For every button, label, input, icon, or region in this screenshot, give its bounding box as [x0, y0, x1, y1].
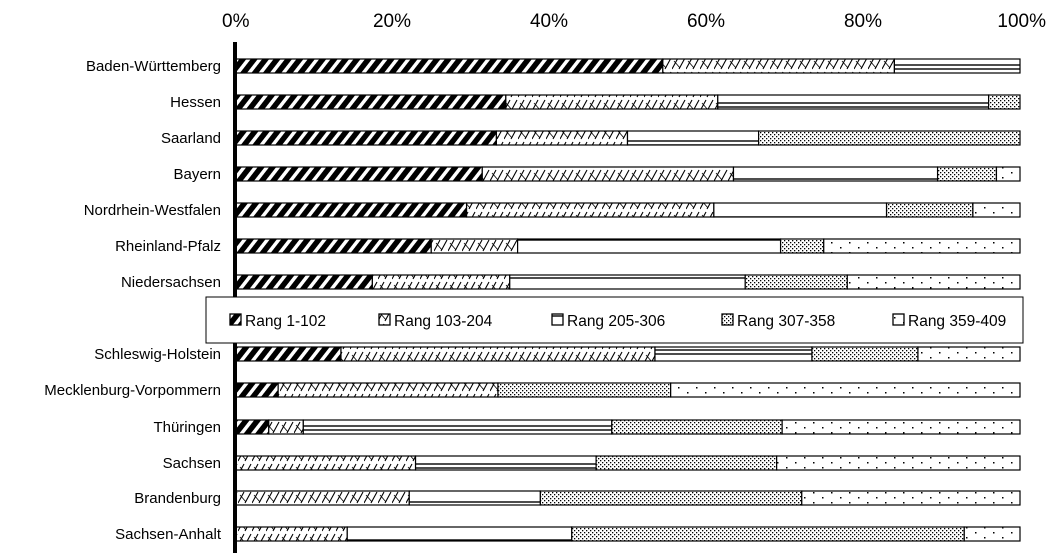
bar-segment	[539, 490, 803, 506]
bar-segment	[340, 346, 656, 362]
bar-segment	[972, 202, 1021, 218]
legend-label: Rang 205-306	[567, 313, 665, 330]
bar-segment	[732, 166, 939, 182]
bar-segment	[885, 202, 974, 218]
category-label: Saarland	[161, 130, 221, 147]
bar-segment	[234, 202, 468, 218]
x-tick-label: 100%	[997, 11, 1046, 32]
x-tick-label: 60%	[687, 11, 725, 32]
bar-segment	[757, 130, 1021, 146]
bar-segment	[987, 94, 1021, 110]
bar-segment	[670, 382, 1021, 398]
bar-segment	[234, 58, 664, 74]
bar-segment	[505, 94, 719, 110]
category-label: Schleswig-Holstein	[94, 346, 221, 363]
bar-segment	[234, 94, 507, 110]
bar-segment	[234, 346, 342, 362]
bar-segment	[662, 58, 896, 74]
bar-segment	[234, 274, 373, 290]
legend: Rang 1-102 Rang 103-204 Rang 205-306 Rang 3…	[205, 296, 1024, 344]
bar-segment	[495, 130, 629, 146]
bar-segment	[811, 346, 919, 362]
legend-swatch	[378, 313, 391, 326]
bar-segment	[779, 238, 825, 254]
bar-segment	[846, 274, 1021, 290]
bar-segment	[595, 455, 778, 471]
legend-label: Rang 307-358	[737, 313, 835, 330]
x-tick-label: 40%	[530, 11, 568, 32]
bar-segment	[234, 382, 279, 398]
bar-segment	[465, 202, 715, 218]
bar-segment	[611, 419, 783, 435]
category-label: Baden-Württemberg	[86, 58, 221, 75]
bar-segment	[234, 238, 432, 254]
legend-swatch	[892, 313, 905, 326]
bar-segment	[234, 419, 270, 435]
bar-segment	[936, 166, 998, 182]
bar-segment	[917, 346, 1021, 362]
bar-segment	[776, 455, 1021, 471]
bar-segment	[626, 130, 760, 146]
legend-label: Rang 1-102	[245, 313, 326, 330]
bar-segment	[408, 490, 541, 506]
bar-segment	[414, 455, 597, 471]
category-label: Brandenburg	[134, 490, 221, 507]
category-label: Nordrhein-Westfalen	[84, 202, 221, 219]
bar-segment	[302, 419, 613, 435]
bar-segment	[234, 130, 498, 146]
x-tick-label: 80%	[844, 11, 882, 32]
bar-segment	[346, 526, 573, 542]
bar-segment	[234, 166, 483, 182]
bar-segment	[823, 238, 1021, 254]
bar-segment	[963, 526, 1021, 542]
bar-segment	[234, 526, 348, 542]
category-label: Thüringen	[153, 419, 221, 436]
legend-box	[205, 296, 1024, 344]
category-label: Rheinland-Pfalz	[115, 238, 221, 255]
legend-swatch	[551, 313, 564, 326]
bar-segment	[713, 202, 888, 218]
bar-segment	[277, 382, 499, 398]
category-label: Mecklenburg-Vorpommern	[44, 382, 221, 399]
bar-segment	[481, 166, 735, 182]
bar-segment	[801, 490, 1021, 506]
bar-segment	[234, 455, 417, 471]
legend-label: Rang 359-409	[908, 313, 1006, 330]
legend-label: Rang 103-204	[394, 313, 493, 330]
bar-segment	[781, 419, 1021, 435]
category-label: Sachsen	[163, 455, 221, 472]
bar-segment	[509, 274, 746, 290]
category-label: Bayern	[173, 166, 221, 183]
bar-segment	[717, 94, 990, 110]
legend-swatch	[229, 313, 242, 326]
bar-segment	[234, 490, 410, 506]
bar-segment	[654, 346, 813, 362]
bar-segment	[571, 526, 965, 542]
category-label: Sachsen-Anhalt	[115, 526, 222, 543]
bar-segment	[268, 419, 304, 435]
category-label: Hessen	[170, 94, 221, 111]
bar-segment	[893, 58, 1021, 74]
category-label: Niedersachsen	[121, 274, 221, 291]
x-tick-label: 0%	[222, 11, 250, 32]
bar-segment	[744, 274, 848, 290]
bar-segment	[995, 166, 1021, 182]
bar-segment	[371, 274, 511, 290]
x-tick-label: 20%	[373, 11, 411, 32]
bar-segment	[430, 238, 519, 254]
bar-segment	[516, 238, 782, 254]
legend-swatch	[721, 313, 734, 326]
bar-segment	[497, 382, 672, 398]
